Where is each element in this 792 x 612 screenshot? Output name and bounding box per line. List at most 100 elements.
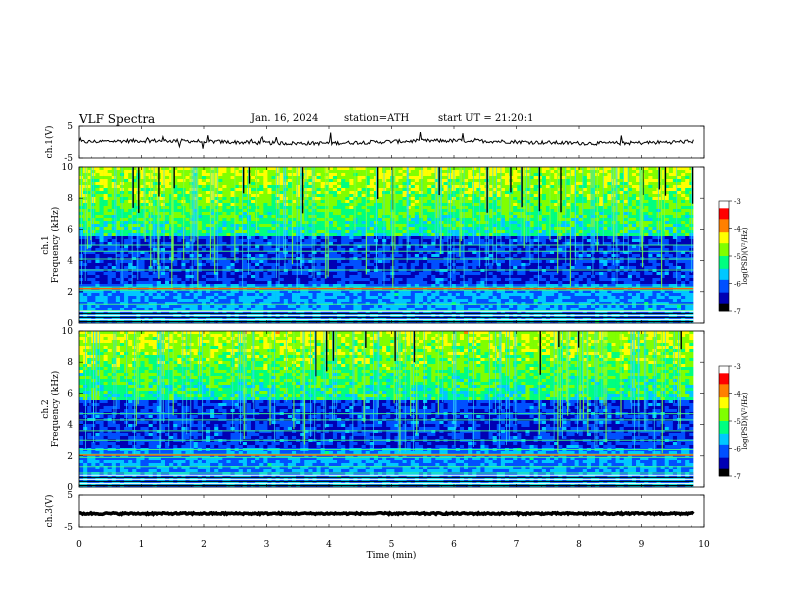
spectro-cell <box>419 200 423 203</box>
spectro-cell <box>419 218 423 221</box>
spectro-cell <box>489 239 493 242</box>
spectro-cell <box>444 233 448 236</box>
spectro-cell <box>218 173 222 176</box>
spectro-cell <box>161 176 165 179</box>
spectro-cell <box>558 263 562 266</box>
spectro-cell <box>669 218 673 221</box>
spectro-cell <box>386 260 390 263</box>
spectro-cell <box>607 209 611 212</box>
spectro-cell <box>104 239 108 242</box>
spectro-cell <box>362 236 366 239</box>
spectro-cell <box>386 188 390 191</box>
spectro-cell <box>341 239 345 242</box>
spectro-cell <box>415 233 419 236</box>
spectro-cell <box>411 185 415 188</box>
spectro-cell <box>595 260 599 263</box>
spectro-cell <box>677 236 681 239</box>
spectro-cell <box>521 236 525 239</box>
spectro-cell <box>652 200 656 203</box>
spectro-cell <box>288 179 292 182</box>
spectro-cell <box>607 239 611 242</box>
spectro-cell <box>370 167 374 170</box>
spectro-cell <box>427 182 431 185</box>
spectro-cell <box>317 179 321 182</box>
spectro-cell <box>165 203 169 206</box>
spectro-cell <box>161 221 165 224</box>
spectro-cell <box>104 260 108 263</box>
spectro-cell <box>206 194 210 197</box>
spectro-cell <box>468 224 472 227</box>
spectro-cell <box>427 173 431 176</box>
spectro-cell <box>353 170 357 173</box>
spectro-cell <box>534 194 538 197</box>
spectro-cell <box>571 200 575 203</box>
spectro-cell <box>140 260 144 263</box>
spectro-cell <box>579 191 583 194</box>
spectro-cell <box>644 260 648 263</box>
spectro-cell <box>632 167 636 170</box>
spectro-cell <box>165 182 169 185</box>
spectro-cell <box>337 263 341 266</box>
spectro-cell <box>476 179 480 182</box>
spectro-cell <box>321 221 325 224</box>
spectro-cell <box>644 167 648 170</box>
spectro-cell <box>108 260 112 263</box>
spectro-cell <box>124 239 128 242</box>
spectro-cell <box>263 263 267 266</box>
spectro-cell <box>480 170 484 173</box>
spectro-cell <box>99 224 103 227</box>
spectro-cell <box>165 200 169 203</box>
spectro-cell <box>497 212 501 215</box>
spectro-cell <box>108 176 112 179</box>
spectro-cell <box>583 215 587 218</box>
spectro-cell <box>124 206 128 209</box>
spectro-cell <box>501 185 505 188</box>
spectro-cell <box>403 221 407 224</box>
spectro-cell <box>358 224 362 227</box>
spectro-cell <box>603 230 607 233</box>
spectro-cell <box>525 230 529 233</box>
spectro-cell <box>464 188 468 191</box>
spectro-cell <box>386 191 390 194</box>
spectro-cell <box>329 233 333 236</box>
spectro-cell <box>497 197 501 200</box>
spectro-cell <box>636 254 640 257</box>
spectro-cell <box>603 212 607 215</box>
spectro-cell <box>173 230 177 233</box>
spectro-cell <box>624 182 628 185</box>
spectro-cell <box>296 179 300 182</box>
spectro-cell <box>489 236 493 239</box>
spectro-cell <box>423 215 427 218</box>
spectro-cell <box>345 263 349 266</box>
spectro-cell <box>484 239 488 242</box>
spectro-cell <box>685 221 689 224</box>
spectro-cell <box>321 224 325 227</box>
spectro-cell <box>472 167 476 170</box>
spectro-cell <box>317 191 321 194</box>
spectro-cell <box>161 233 165 236</box>
spectro-cell <box>378 221 382 224</box>
spectro-cell <box>480 194 484 197</box>
spectro-cell <box>206 167 210 170</box>
spectro-cell <box>525 260 529 263</box>
spectro-cell <box>550 179 554 182</box>
spectro-cell <box>472 191 476 194</box>
spectro-cell <box>185 188 189 191</box>
spectro-cell <box>644 203 648 206</box>
spectro-cell <box>571 167 575 170</box>
spectro-cell <box>415 236 419 239</box>
spectro-cell <box>648 239 652 242</box>
spectro-cell <box>489 200 493 203</box>
spectro-cell <box>312 227 316 230</box>
spectro-cell <box>153 179 157 182</box>
spectro-cell <box>571 224 575 227</box>
spectro-cell <box>226 179 230 182</box>
spectro-cell <box>517 254 521 257</box>
spectro-cell <box>444 203 448 206</box>
spectro-cell <box>534 263 538 266</box>
spectro-cell <box>173 260 177 263</box>
spectro-cell <box>411 188 415 191</box>
spectro-cell <box>550 215 554 218</box>
spectro-cell <box>165 209 169 212</box>
spectro-cell <box>505 194 509 197</box>
